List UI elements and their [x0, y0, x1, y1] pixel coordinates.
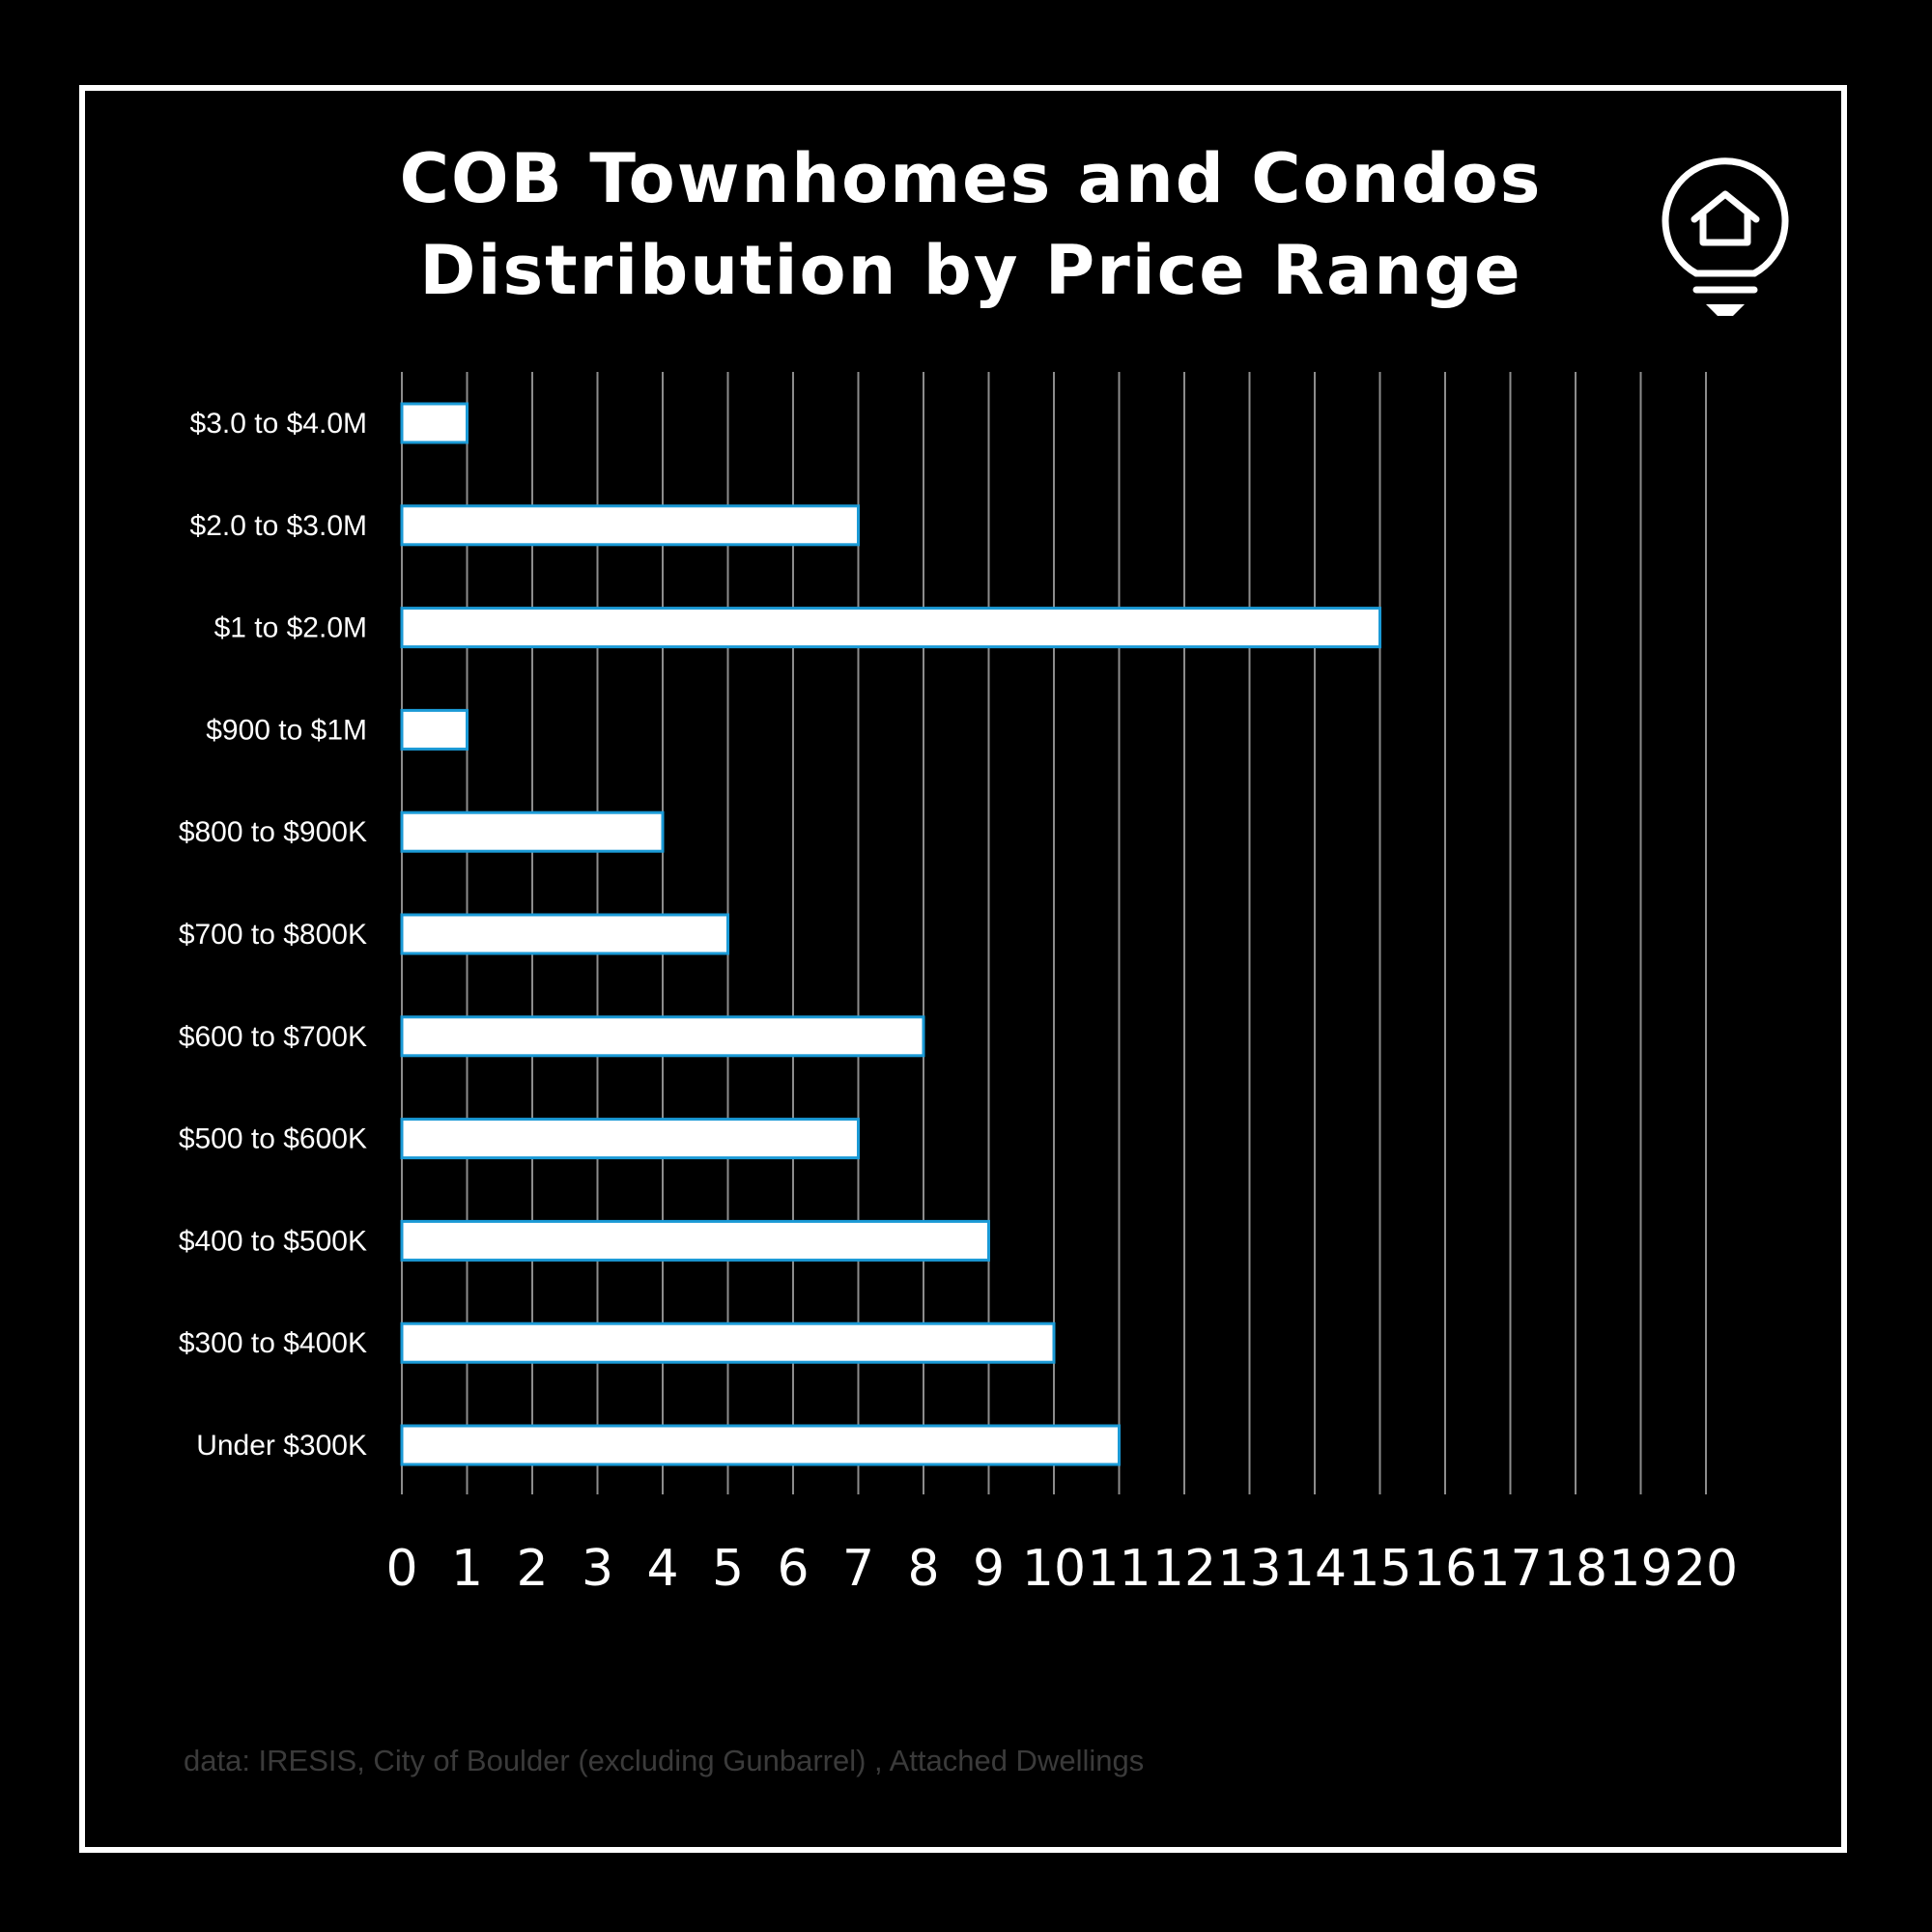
bar — [400, 504, 860, 547]
category-labels: $3.0 to $4.0M $2.0 to $3.0M $1 to $2.0M $90… — [179, 408, 367, 1462]
x-tick-label: 7 — [842, 1540, 874, 1598]
bars — [400, 402, 1381, 1466]
x-tick-label: 4 — [646, 1540, 678, 1598]
bar — [400, 810, 665, 853]
category-label: $600 to $700K — [179, 1021, 367, 1053]
x-tick-label: 8 — [907, 1540, 939, 1598]
x-tick-label: 0 — [385, 1540, 417, 1598]
chart-title-line-2: Distribution by Price Range — [419, 231, 1522, 310]
bar — [400, 1118, 860, 1160]
lightbulb-house-icon — [1662, 157, 1789, 316]
bar — [400, 1015, 925, 1058]
x-tick-label: 14 — [1283, 1540, 1347, 1598]
bar — [400, 1321, 1056, 1364]
category-label: $3.0 to $4.0M — [190, 408, 367, 440]
bar — [400, 1424, 1121, 1466]
x-tick-label: 19 — [1608, 1540, 1672, 1598]
category-label: $900 to $1M — [206, 714, 367, 746]
x-tick-label: 12 — [1152, 1540, 1216, 1598]
x-tick-label: 10 — [1022, 1540, 1086, 1598]
x-tick-label: 15 — [1348, 1540, 1411, 1598]
category-label: $300 to $400K — [179, 1327, 367, 1359]
category-label: Under $300K — [196, 1430, 367, 1462]
bar — [400, 1219, 990, 1262]
x-tick-label: 17 — [1478, 1540, 1542, 1598]
x-tick-label: 1 — [451, 1540, 483, 1598]
bar — [400, 402, 469, 444]
x-tick-labels: 0 1 2 3 4 5 6 7 8 9 10 11 12 13 14 15 16 17 18 19 20 — [385, 1540, 1738, 1598]
category-label: $400 to $500K — [179, 1225, 367, 1257]
category-label: $2.0 to $3.0M — [190, 510, 367, 542]
chart-title-line-1: COB Townhomes and Condos — [399, 139, 1543, 218]
bar — [400, 708, 469, 751]
x-tick-label: 18 — [1544, 1540, 1607, 1598]
category-label: $1 to $2.0M — [214, 612, 367, 644]
x-tick-label: 6 — [777, 1540, 809, 1598]
category-label: $700 to $800K — [179, 919, 367, 951]
x-tick-label: 2 — [516, 1540, 548, 1598]
category-label: $500 to $600K — [179, 1123, 367, 1155]
category-label: $800 to $900K — [179, 816, 367, 848]
chart-frame — [79, 85, 1847, 1853]
source-note: data: IRESIS, City of Boulder (excluding… — [184, 1744, 1145, 1777]
x-tick-label: 11 — [1087, 1540, 1151, 1598]
x-tick-label: 16 — [1413, 1540, 1477, 1598]
x-tick-label: 20 — [1674, 1540, 1738, 1598]
bar — [400, 913, 729, 955]
x-tick-label: 5 — [712, 1540, 744, 1598]
bar — [400, 607, 1381, 649]
x-tick-label: 9 — [973, 1540, 1005, 1598]
x-tick-label: 3 — [582, 1540, 613, 1598]
x-tick-label: 13 — [1217, 1540, 1281, 1598]
